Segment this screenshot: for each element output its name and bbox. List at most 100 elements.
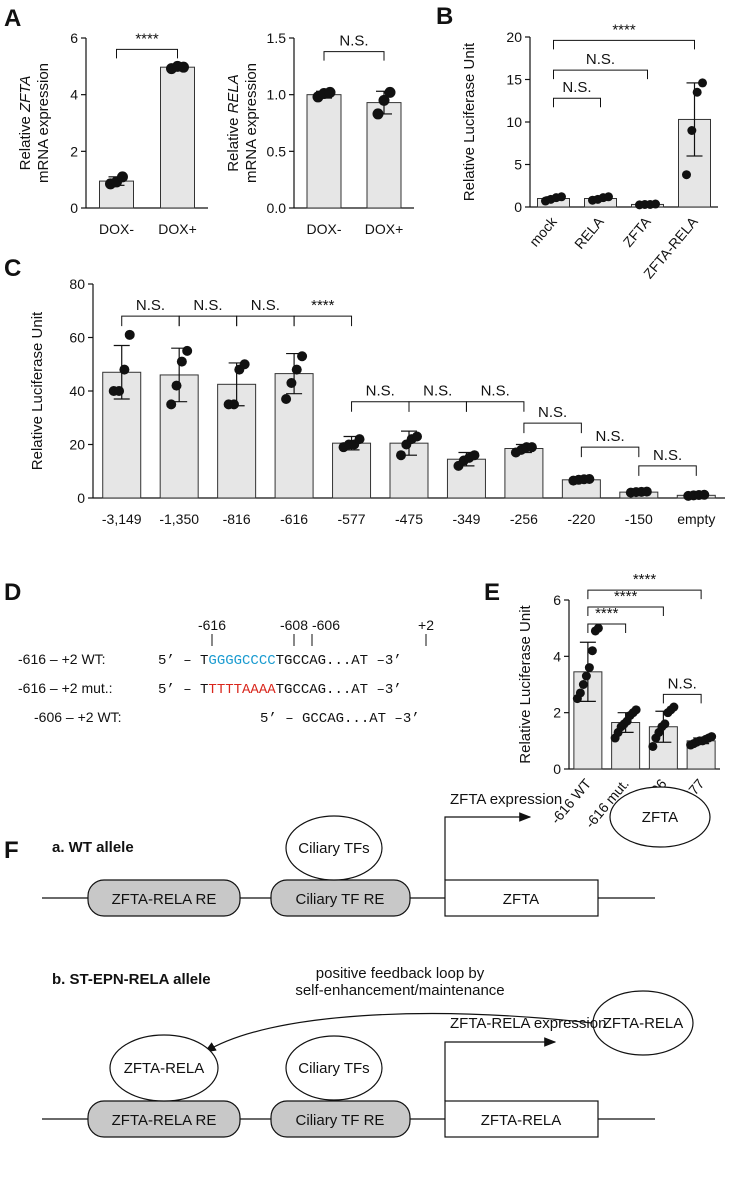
data-point	[687, 126, 697, 135]
ciliary-tfs-label-fusion: Ciliary TFs	[298, 1060, 369, 1077]
y-axis-label: Relative Luciferase Unit	[29, 311, 46, 470]
zfta-rela-gene-box	[444, 1100, 599, 1138]
bar	[306, 94, 342, 209]
data-point	[660, 719, 670, 729]
significance-bracket	[587, 606, 664, 617]
data-point	[469, 450, 480, 461]
zfta-protein-label: ZFTA	[642, 809, 678, 826]
significance-label: N.S.	[251, 297, 280, 314]
y-tick-label: 1.5	[267, 30, 287, 46]
data-point	[182, 345, 193, 356]
ciliary-tfs-protein-fusion	[285, 1035, 383, 1101]
category-label: -616	[280, 511, 308, 527]
y-tick-label: 60	[69, 330, 85, 346]
panel-label-c: C	[4, 255, 21, 282]
transcription-arrow-wt	[444, 812, 532, 880]
chart-luciferase-b: 0 5 10 15 20 Relative Luciferase Unit mock RELA…	[461, 21, 718, 282]
category-label: -256	[510, 511, 538, 527]
data-point	[378, 94, 390, 106]
position-label: -608	[280, 617, 308, 633]
significance-bracket	[121, 315, 180, 327]
data-point	[707, 732, 717, 742]
significance-label: N.S.	[136, 297, 165, 314]
data-point	[584, 474, 595, 485]
data-point	[119, 364, 130, 375]
ciliary-tf-re-element-fusion	[270, 1100, 411, 1138]
y-tick-label: 5	[514, 157, 522, 173]
data-point	[384, 86, 396, 98]
significance-bracket	[116, 48, 178, 59]
significance-label: N.S.	[538, 404, 567, 421]
category-label: -220	[567, 511, 595, 527]
data-point	[396, 450, 406, 461]
significance-bracket	[638, 465, 697, 476]
significance-label: N.S.	[595, 428, 624, 445]
position-markers: -616 -608 -606 +2	[198, 617, 434, 646]
zfta-gene-box	[444, 879, 599, 917]
data-point	[412, 431, 422, 442]
significance-bracket	[662, 693, 702, 704]
y-axis-label: mRNA expression	[243, 63, 260, 183]
panel-label-f: F	[4, 837, 19, 864]
data-point	[581, 671, 591, 681]
category-label: empty	[677, 511, 715, 527]
y-axis-label: mRNA expression	[35, 63, 52, 183]
significance-label: ****	[633, 571, 657, 588]
category-label: -1,350	[159, 511, 199, 527]
sequence-panel: -616 -608 -606 +2 -616 – +2 WT: 5’ – TGG…	[18, 617, 434, 727]
y-axis-label-part: Relative	[17, 112, 34, 170]
data-point	[117, 171, 128, 183]
data-point	[575, 688, 585, 698]
y-axis-label: Relative Luciferase Unit	[461, 42, 478, 201]
y-axis-label: Relative ZFTA	[17, 76, 34, 171]
category-label: DOX+	[158, 221, 197, 237]
significance-label: N.S.	[193, 297, 222, 314]
y-tick-label: 80	[69, 276, 85, 292]
significance-bracket	[523, 422, 582, 434]
sequence-prefix: 5’ – T	[158, 682, 208, 698]
zfta-rela-protein-free	[592, 990, 694, 1056]
significance-label: ****	[311, 297, 335, 314]
position-label: -616	[198, 617, 226, 633]
panel-label-a: A	[4, 5, 21, 32]
significance-label: N.S.	[366, 383, 395, 400]
y-tick-label: 10	[506, 114, 522, 130]
category-label: DOX-	[99, 221, 134, 237]
significance-bracket	[293, 315, 353, 327]
significance-bracket	[587, 589, 702, 600]
significance-label: N.S.	[586, 51, 615, 68]
significance-label: ****	[614, 588, 638, 605]
data-point	[699, 489, 710, 500]
zfta-protein	[609, 786, 711, 848]
category-label: DOX-	[307, 221, 342, 237]
data-point	[324, 86, 336, 98]
panel-label-e: E	[484, 579, 500, 606]
data-point	[297, 351, 308, 362]
significance-bracket	[351, 401, 410, 412]
data-point	[171, 380, 182, 391]
y-axis-label-part: Relative	[225, 113, 242, 171]
data-point	[354, 434, 365, 445]
significance-label: N.S.	[562, 79, 591, 96]
position-label: -606	[312, 617, 340, 633]
data-point	[587, 646, 597, 656]
chart-relative-rela-expression: 0.0 0.5 1.0 1.5 Relative RELA mRNA expression…	[225, 30, 414, 237]
y-tick-label: 4	[553, 648, 561, 664]
zfta-rela-re-label-fusion: ZFTA-RELA RE	[112, 1112, 217, 1129]
significance-label: ****	[135, 30, 159, 47]
category-label: ZFTA	[620, 213, 655, 250]
significance-bracket	[553, 69, 648, 80]
data-point	[692, 87, 702, 97]
y-tick-label: 0	[553, 761, 561, 777]
y-tick-label: 0.5	[267, 143, 287, 159]
zfta-rela-expression-label: ZFTA-RELA expression	[450, 1015, 606, 1032]
allele-diagram: a. WT allele ZFTA-RELA RE Ciliary TF RE …	[42, 786, 711, 1138]
data-point	[593, 623, 603, 633]
ciliary-tfs-protein	[285, 815, 383, 881]
chart-relative-zfta-expression: 0 2 4 6 Relative ZFTA mRNA expression DOX- DOX+…	[17, 30, 208, 237]
data-point	[281, 394, 292, 405]
bar	[366, 102, 402, 209]
sequence-label-mut: -616 – +2 mut.:	[18, 680, 113, 696]
significance-label: N.S.	[423, 383, 452, 400]
data-point	[651, 199, 660, 209]
